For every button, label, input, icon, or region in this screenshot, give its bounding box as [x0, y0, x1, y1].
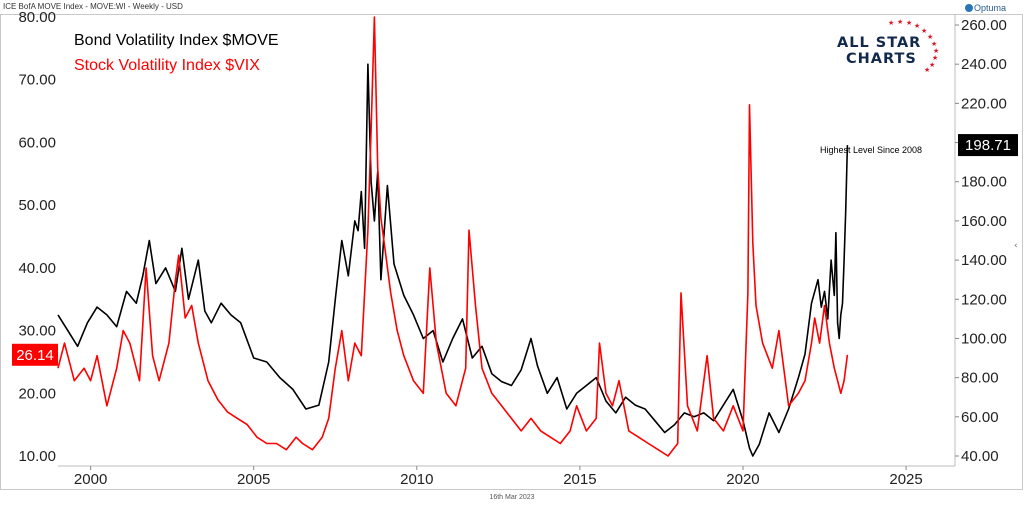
optuma-logo-icon [965, 4, 973, 12]
right-tick-label: 100.00 [961, 330, 1007, 347]
move-last-value-label: 198.71 [965, 137, 1011, 154]
logo-line-2: CHARTS [846, 51, 917, 67]
vix-series-line [57, 16, 849, 457]
x-tick-label: 2025 [889, 471, 922, 488]
svg-text:★: ★ [897, 18, 903, 26]
legend-vix: Stock Volatility Index $VIX [74, 57, 260, 74]
svg-text:★: ★ [933, 47, 939, 55]
svg-text:★: ★ [932, 54, 938, 62]
left-tick-label: 80.00 [18, 9, 56, 26]
star-arc-icon: ★ ★ ★ ★ ★★★★ ★★★ [888, 18, 939, 74]
outer-border [0, 14, 1023, 490]
x-tick-label: 2005 [237, 471, 270, 488]
left-tick-label: 60.00 [18, 134, 56, 151]
svg-text:★: ★ [921, 27, 927, 35]
right-tick-label: 240.00 [961, 56, 1007, 73]
svg-text:★: ★ [929, 61, 935, 69]
left-tick-label: 70.00 [18, 72, 56, 89]
right-tick-label: 80.00 [961, 370, 999, 387]
right-tick-label: 260.00 [961, 17, 1007, 34]
left-tick-label: 10.00 [18, 448, 56, 465]
right-tick-label: 40.00 [961, 448, 999, 465]
move-series-line [57, 63, 849, 457]
right-tick-label: 140.00 [961, 252, 1007, 269]
x-tick-label: 2020 [726, 471, 759, 488]
left-tick-label: 40.00 [18, 260, 56, 277]
left-tick-label: 50.00 [18, 197, 56, 214]
right-tick-label: 120.00 [961, 291, 1007, 308]
all-star-charts-logo: ★ ★ ★ ★ ★ ★ ★ ★ ★ ★ ★ ALL STAR CHARTS [832, 18, 944, 78]
legend-move: Bond Volatility Index $MOVE [74, 32, 279, 49]
logo-line-1: ALL STAR [837, 35, 922, 51]
annotation-label: Highest Level Since 2008 [820, 145, 922, 155]
vix-last-value-tag [12, 343, 58, 366]
x-tick-label: 2010 [400, 471, 433, 488]
chart-date: 16th Mar 2023 [489, 494, 535, 501]
right-tick-label: 180.00 [961, 174, 1007, 191]
x-tick-label: 2000 [74, 471, 107, 488]
right-tick-label: 60.00 [961, 409, 999, 426]
svg-text:★: ★ [888, 19, 894, 27]
optuma-label: Optuma [974, 3, 1007, 13]
svg-text:★: ★ [906, 19, 912, 27]
right-tick-label: 160.00 [961, 213, 1007, 230]
chart-header: ICE BofA MOVE Index - MOVE:WI - Weekly -… [3, 2, 183, 11]
svg-text:★: ★ [927, 33, 933, 41]
svg-text:★: ★ [924, 66, 930, 74]
vix-last-value-label: 26.14 [16, 347, 54, 364]
collapse-chevron-icon[interactable]: ‹ [1014, 241, 1018, 251]
left-tick-label: 30.00 [18, 323, 56, 340]
svg-text:★: ★ [914, 22, 920, 30]
optuma-brand: Optuma [965, 3, 1006, 13]
right-tick-label: 220.00 [961, 95, 1007, 112]
svg-text:★: ★ [931, 40, 937, 48]
x-tick-label: 2015 [563, 471, 596, 488]
left-tick-label: 20.00 [18, 385, 56, 402]
move-last-value-tag [958, 134, 1018, 157]
